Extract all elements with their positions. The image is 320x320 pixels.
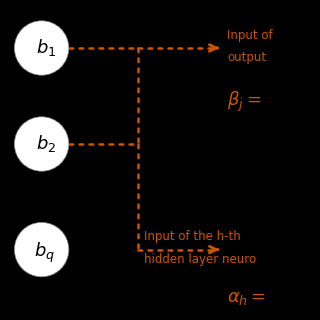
Circle shape [14, 222, 69, 277]
Text: $b_2$: $b_2$ [36, 133, 57, 155]
Text: Input of: Input of [227, 29, 273, 42]
Text: $b_1$: $b_1$ [36, 37, 57, 59]
Text: $b_q$: $b_q$ [34, 241, 55, 265]
Circle shape [14, 21, 69, 75]
Text: hidden layer neuro: hidden layer neuro [144, 253, 256, 266]
Text: $\beta_j =$: $\beta_j =$ [227, 90, 261, 115]
Text: $\alpha_h =$: $\alpha_h =$ [227, 289, 266, 307]
Circle shape [14, 117, 69, 171]
Text: output: output [227, 51, 266, 64]
Text: Input of the h-th: Input of the h-th [144, 230, 241, 243]
